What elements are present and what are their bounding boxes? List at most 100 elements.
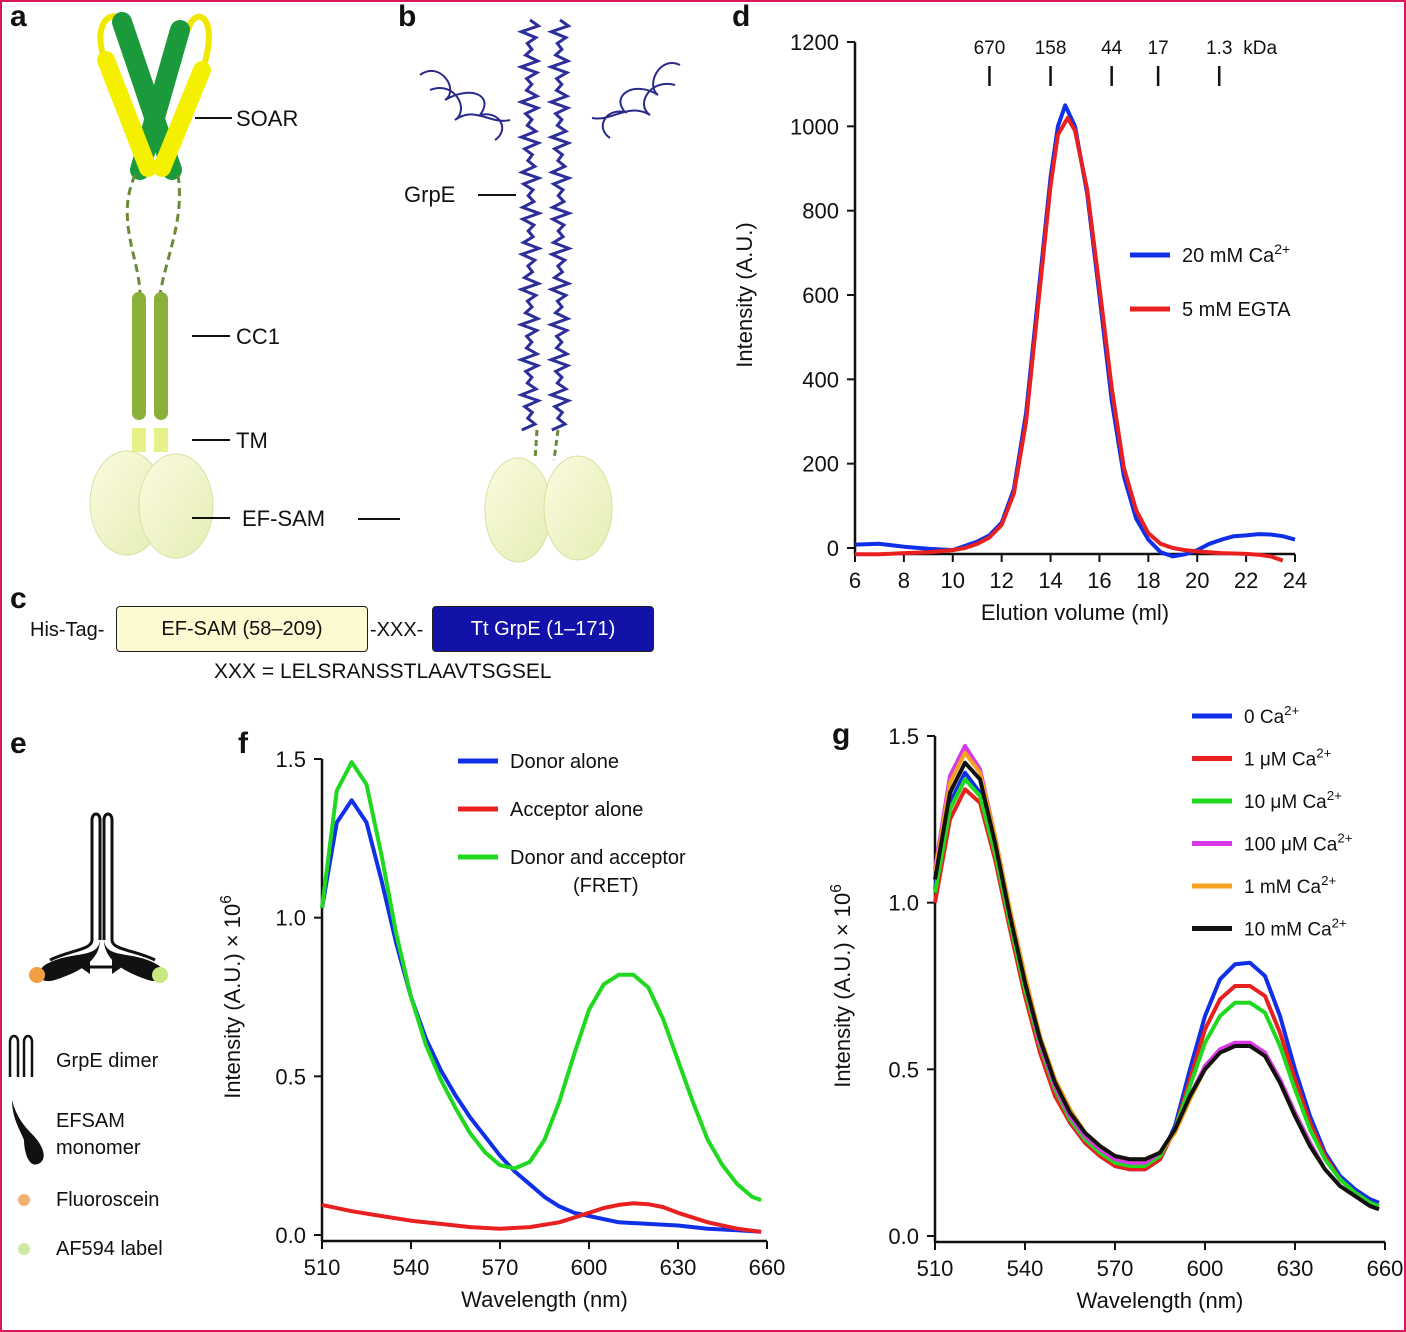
- x-tick-label: 20: [1185, 568, 1209, 593]
- linker-sequence: XXX = LELSRANSSTLAAVTSGSEL: [214, 660, 552, 683]
- series-line-0: [320, 798, 762, 1234]
- distance-arrow-head-left: [80, 960, 90, 974]
- y-tick-label: 200: [802, 452, 839, 477]
- mw-marker-label: 670: [974, 38, 1006, 59]
- legend-af594: AF594 label: [56, 1238, 163, 1260]
- legend-label-0: Donor alone: [510, 751, 619, 773]
- linker-label: -XXX-: [370, 619, 424, 641]
- legend-label-4: 1 mM Ca2+: [1244, 873, 1336, 898]
- series-line-4: [933, 750, 1380, 1212]
- y-tick-label: 0.5: [888, 1057, 919, 1082]
- y-tick-label: 1.0: [888, 891, 919, 916]
- fret-dimer-stem-left: [49, 820, 94, 962]
- panel-letter-a: a: [10, 0, 27, 33]
- af594-dye: [152, 967, 168, 983]
- soar-label: SOAR: [236, 106, 299, 131]
- legend-label-3: 100 μM Ca2+: [1244, 831, 1353, 856]
- series-line-1: [321, 1201, 762, 1234]
- x-tick-label: 660: [749, 1255, 786, 1280]
- fret-dimer-top-left: [90, 812, 102, 821]
- mw-marker-label: 44: [1101, 38, 1123, 59]
- grpe-helix-right: [546, 18, 574, 432]
- x-tick-label: 600: [1187, 1256, 1224, 1281]
- grpe-efsam-oval-left: [484, 457, 552, 563]
- grpe-label: GrpE: [404, 182, 456, 207]
- legend-label-1: 1 μM Ca2+: [1244, 746, 1332, 771]
- tm-label: TM: [236, 428, 268, 453]
- x-tick-label: 570: [482, 1255, 519, 1280]
- chart-calcium-spectra: 510 540 570 600 630 660 0.0 0.5 1.0 1.5 Wavelength…: [828, 703, 1404, 1313]
- y-axis-label: Intensity (A.U.) × 106: [828, 884, 855, 1088]
- fluoroscein-icon: [18, 1194, 30, 1206]
- series-line-3: [933, 744, 1380, 1212]
- panel-letter-d: d: [732, 0, 751, 33]
- cc1-label: CC1: [236, 324, 281, 349]
- panel-letter-b: b: [398, 0, 417, 33]
- y-axis-label: Intensity (A.U.): [732, 222, 757, 367]
- cc1-helix-right: [154, 292, 168, 420]
- cc1-helix-left: [132, 292, 146, 420]
- grpe-helix-left: [516, 18, 544, 432]
- x-tick-label: 630: [660, 1255, 697, 1280]
- y-tick-label: 0.0: [275, 1223, 306, 1248]
- tm-segment-right: [154, 428, 168, 452]
- x-tick-label: 6: [849, 568, 861, 593]
- series-line-2: [320, 760, 762, 1202]
- soar-helix-yellow-1: [97, 51, 157, 177]
- panel-letter-f: f: [238, 727, 248, 760]
- y-tick-label: 0.0: [888, 1224, 919, 1249]
- x-tick-label: 10: [941, 568, 965, 593]
- panel-letter-g: g: [832, 718, 851, 751]
- y-tick-label: 0: [827, 536, 839, 561]
- grpe-dimer-icon: [8, 1034, 34, 1077]
- efsam-construct-box: EF-SAM (58–209): [116, 606, 368, 652]
- legend-label-2-line2: (FRET): [573, 875, 639, 897]
- x-tick-label: 510: [917, 1256, 954, 1281]
- x-tick-label: 570: [1097, 1256, 1134, 1281]
- legend-efsam-line1: EFSAM: [56, 1110, 125, 1132]
- stim1-schematic: [89, 12, 400, 559]
- mw-marker-label: 17: [1148, 38, 1169, 59]
- x-tick-label: 660: [1367, 1256, 1404, 1281]
- y-tick-label: 800: [802, 199, 839, 224]
- x-tick-label: 12: [989, 568, 1013, 593]
- y-tick-label: 1.5: [888, 724, 919, 749]
- x-tick-label: 630: [1277, 1256, 1314, 1281]
- chart-elution-profile: 6 8 10 12 14 16 18 20 22 24 0 200 400 600 800 1000 1200 E…: [732, 30, 1307, 625]
- grpe-efsam-oval-right: [543, 455, 613, 561]
- efsam-label: EF-SAM: [242, 506, 326, 531]
- fret-dimer-stem-right: [110, 820, 156, 962]
- y-tick-label: 1.5: [275, 747, 306, 772]
- x-tick-label: 540: [393, 1255, 430, 1280]
- panel-letter-e: e: [10, 727, 27, 760]
- grpe-fusion-structure: [419, 18, 681, 563]
- x-tick-label: 14: [1038, 568, 1062, 593]
- distance-arrow-head-right: [112, 960, 122, 974]
- panel-letter-c: c: [10, 582, 27, 615]
- linker-left: [125, 174, 142, 296]
- fret-monomer-left: [39, 940, 100, 982]
- fret-schematic: [8, 812, 168, 1255]
- grpe-linker-right: [552, 429, 560, 461]
- fluoroscein-dye: [29, 967, 45, 983]
- efsam-monomer-icon: [12, 1100, 44, 1165]
- x-tick-label: 8: [898, 568, 910, 593]
- x-tick-label: 24: [1283, 568, 1307, 593]
- legend-label-2: 10 μM Ca2+: [1244, 788, 1342, 813]
- x-tick-label: 16: [1087, 568, 1111, 593]
- x-tick-label: 540: [1007, 1256, 1044, 1281]
- y-tick-label: 400: [802, 367, 839, 392]
- mw-marker-label: 1.3: [1206, 38, 1232, 59]
- x-axis-label: Elution volume (ml): [981, 600, 1169, 625]
- legend-label-0: 0 Ca2+: [1244, 703, 1300, 728]
- y-axis-label: Intensity (A.U.) × 106: [218, 895, 245, 1099]
- mw-unit-label: kDa: [1243, 38, 1277, 59]
- legend-label-5: 10 mM Ca2+: [1244, 916, 1347, 941]
- legend-efsam-line2: monomer: [56, 1137, 141, 1159]
- grpe-construct-box: Tt GrpE (1–171): [432, 606, 654, 652]
- y-tick-label: 0.5: [275, 1064, 306, 1089]
- legend-fluoroscein: Fluoroscein: [56, 1189, 160, 1211]
- y-tick-label: 1000: [790, 114, 839, 139]
- x-axis-label: Wavelength (nm): [461, 1287, 628, 1312]
- series-line-0: [854, 103, 1296, 559]
